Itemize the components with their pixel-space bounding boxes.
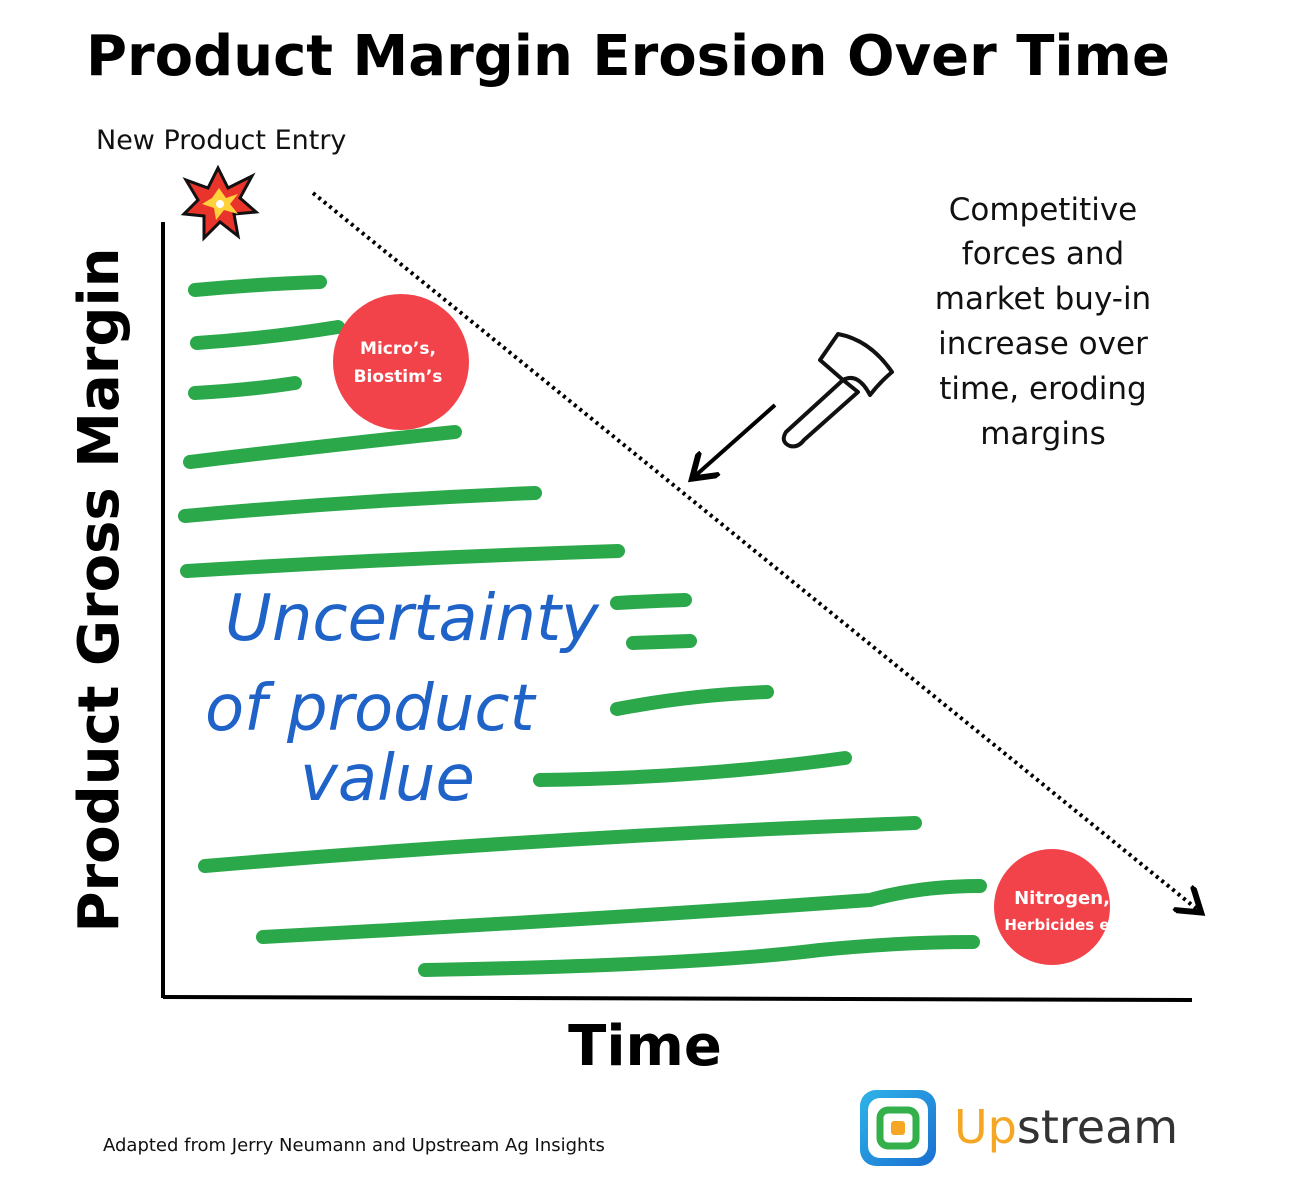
handwritten-text: value xyxy=(300,742,475,816)
axe-icon xyxy=(781,332,894,449)
x-axis xyxy=(162,995,1193,1002)
y-axis-label: Product Gross Margin xyxy=(67,247,132,932)
x-axis-label: Time xyxy=(568,1014,722,1079)
erosion-line xyxy=(311,191,1198,910)
logo: Upstream xyxy=(860,1090,1178,1166)
annotation: Competitive forces and market buy-in inc… xyxy=(935,192,1151,452)
logo-text: Upstream xyxy=(954,1100,1178,1154)
category-circle xyxy=(333,294,469,430)
annotation-line: time, eroding xyxy=(939,371,1146,407)
annotation-line: Competitive xyxy=(949,192,1138,228)
source-note: Adapted from Jerry Neumann and Upstream … xyxy=(103,1135,605,1156)
category-circle xyxy=(994,849,1110,965)
handwritten-text: of product xyxy=(205,672,538,746)
handwritten-text: Uncertainty xyxy=(225,582,600,656)
arrow xyxy=(695,403,777,476)
entry-label: New Product Entry xyxy=(96,125,346,156)
circle-label: Nitrogen, xyxy=(1014,888,1110,909)
title: Product Margin Erosion Over Time xyxy=(86,24,1170,89)
annotation-line: market buy-in xyxy=(935,281,1151,317)
circle-label: Biostim’s xyxy=(354,367,443,387)
explosion-icon xyxy=(180,164,260,242)
annotation-line: margins xyxy=(980,416,1105,452)
circle-label: Micro’s, xyxy=(360,339,436,359)
logo-suffix: stream xyxy=(1017,1100,1178,1154)
annotation-line: increase over xyxy=(938,326,1148,362)
annotation-line: forces and xyxy=(962,236,1124,272)
logo-prefix: Up xyxy=(954,1100,1017,1154)
circle-label: Herbicides etc xyxy=(1004,916,1125,934)
margin-strokes xyxy=(178,275,987,977)
